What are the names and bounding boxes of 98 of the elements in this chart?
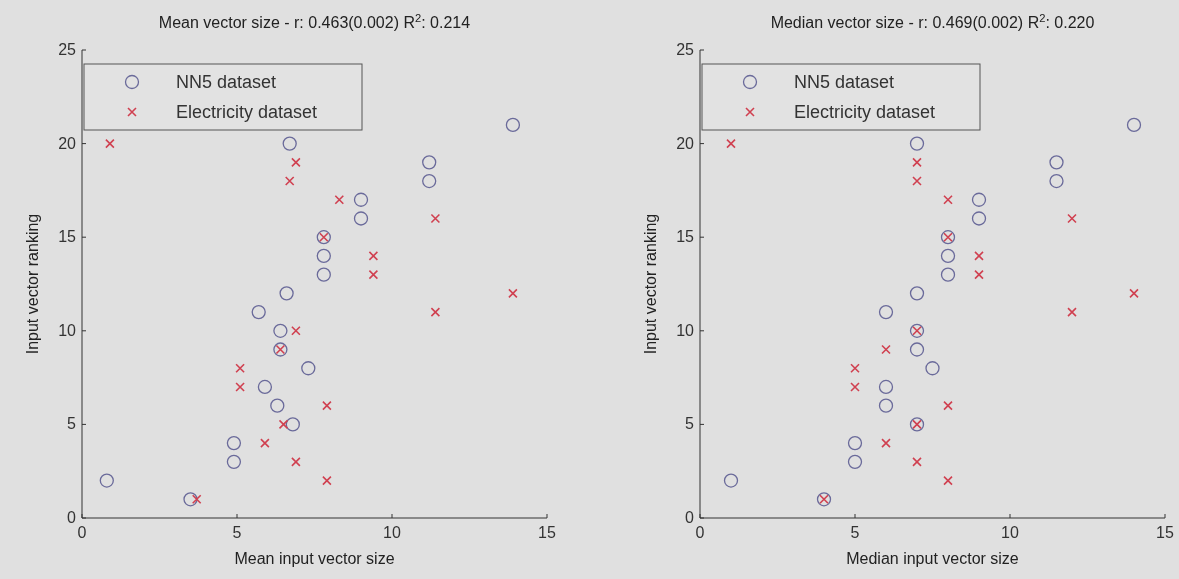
point bbox=[1049, 155, 1064, 170]
point bbox=[291, 326, 301, 336]
legend-label: NN5 dataset bbox=[176, 72, 277, 92]
chart-title: Mean vector size - r: 0.463(0.002) R$^{2}$: 0.214 bbox=[158, 12, 471, 31]
point bbox=[940, 267, 956, 282]
x-axis-title: Median input vector size bbox=[846, 550, 1019, 567]
point bbox=[105, 138, 115, 149]
point bbox=[270, 398, 285, 413]
legend-label: Electricity dataset bbox=[794, 102, 936, 122]
point bbox=[279, 286, 294, 301]
point bbox=[878, 379, 894, 395]
point bbox=[322, 400, 332, 411]
x-tick-label: 5 bbox=[850, 524, 860, 541]
point bbox=[850, 363, 860, 374]
point bbox=[316, 248, 331, 264]
point bbox=[368, 251, 379, 261]
y-tick-label: 5 bbox=[685, 415, 695, 433]
point bbox=[322, 475, 332, 486]
point bbox=[226, 454, 242, 469]
y-tick-label: 0 bbox=[67, 509, 77, 526]
point bbox=[909, 136, 925, 151]
point bbox=[940, 248, 956, 264]
point bbox=[723, 473, 739, 488]
point bbox=[1067, 213, 1077, 224]
point bbox=[257, 379, 273, 395]
point bbox=[284, 176, 295, 186]
point bbox=[235, 382, 245, 392]
y-tick-label: 25 bbox=[676, 41, 695, 58]
legend-label: NN5 dataset bbox=[794, 72, 895, 92]
point bbox=[260, 438, 270, 448]
x-tick-label: 10 bbox=[383, 524, 401, 541]
point bbox=[285, 417, 300, 432]
y-tick-label: 0 bbox=[685, 509, 695, 526]
point bbox=[273, 323, 288, 338]
point bbox=[353, 192, 369, 207]
y-tick-label: 10 bbox=[58, 321, 77, 339]
point bbox=[301, 361, 316, 376]
point bbox=[251, 304, 266, 320]
x-axis-title: Mean input vector size bbox=[234, 550, 395, 567]
point bbox=[422, 173, 437, 189]
y-tick-label: 20 bbox=[676, 134, 695, 152]
point bbox=[971, 192, 987, 207]
y-tick-label: 10 bbox=[676, 321, 695, 339]
point bbox=[726, 138, 736, 149]
point bbox=[430, 213, 441, 224]
point bbox=[291, 157, 301, 168]
point bbox=[422, 155, 437, 170]
point bbox=[909, 342, 925, 357]
point bbox=[912, 157, 922, 168]
x-tick-label: 15 bbox=[1156, 524, 1174, 541]
point bbox=[508, 288, 518, 299]
y-tick-label: 15 bbox=[676, 228, 695, 246]
point bbox=[909, 286, 925, 301]
point bbox=[912, 176, 922, 186]
point bbox=[278, 419, 289, 430]
point bbox=[235, 363, 245, 374]
point bbox=[881, 344, 891, 355]
point bbox=[847, 435, 863, 451]
point bbox=[291, 457, 301, 467]
y-axis-title: Input vector ranking bbox=[24, 213, 41, 355]
y-tick-label: 15 bbox=[58, 228, 77, 246]
point bbox=[974, 251, 984, 261]
point bbox=[1067, 307, 1077, 317]
point bbox=[971, 211, 987, 226]
point bbox=[334, 194, 345, 205]
point bbox=[912, 457, 922, 467]
x-tick-label: 10 bbox=[1001, 524, 1019, 541]
point bbox=[505, 117, 521, 133]
point bbox=[943, 194, 953, 205]
point bbox=[847, 454, 863, 469]
y-axis-title: Input vector ranking bbox=[642, 213, 659, 355]
y-tick-label: 25 bbox=[58, 41, 77, 58]
point bbox=[850, 382, 860, 392]
x-tick-label: 15 bbox=[538, 524, 556, 541]
point bbox=[943, 475, 953, 486]
point bbox=[943, 400, 953, 411]
x-tick-label: 5 bbox=[232, 524, 242, 541]
point bbox=[183, 492, 198, 507]
point bbox=[881, 438, 891, 448]
point bbox=[925, 361, 940, 376]
point bbox=[878, 304, 894, 320]
point bbox=[226, 435, 242, 451]
point bbox=[878, 398, 894, 413]
point bbox=[430, 307, 441, 317]
point bbox=[353, 211, 369, 226]
point bbox=[974, 269, 984, 280]
y-tick-label: 20 bbox=[58, 134, 77, 152]
y-tick-label: 5 bbox=[67, 415, 77, 433]
point bbox=[1129, 288, 1139, 299]
point bbox=[316, 267, 331, 282]
chart-title: Median vector size - r: 0.469(0.002) R$^{2}$: 0.220 bbox=[770, 12, 1095, 31]
point bbox=[191, 494, 202, 505]
point bbox=[1126, 117, 1142, 133]
point bbox=[1049, 173, 1064, 189]
point bbox=[282, 136, 297, 151]
legend-label: Electricity dataset bbox=[176, 102, 318, 122]
point bbox=[368, 269, 379, 280]
point bbox=[99, 473, 114, 488]
